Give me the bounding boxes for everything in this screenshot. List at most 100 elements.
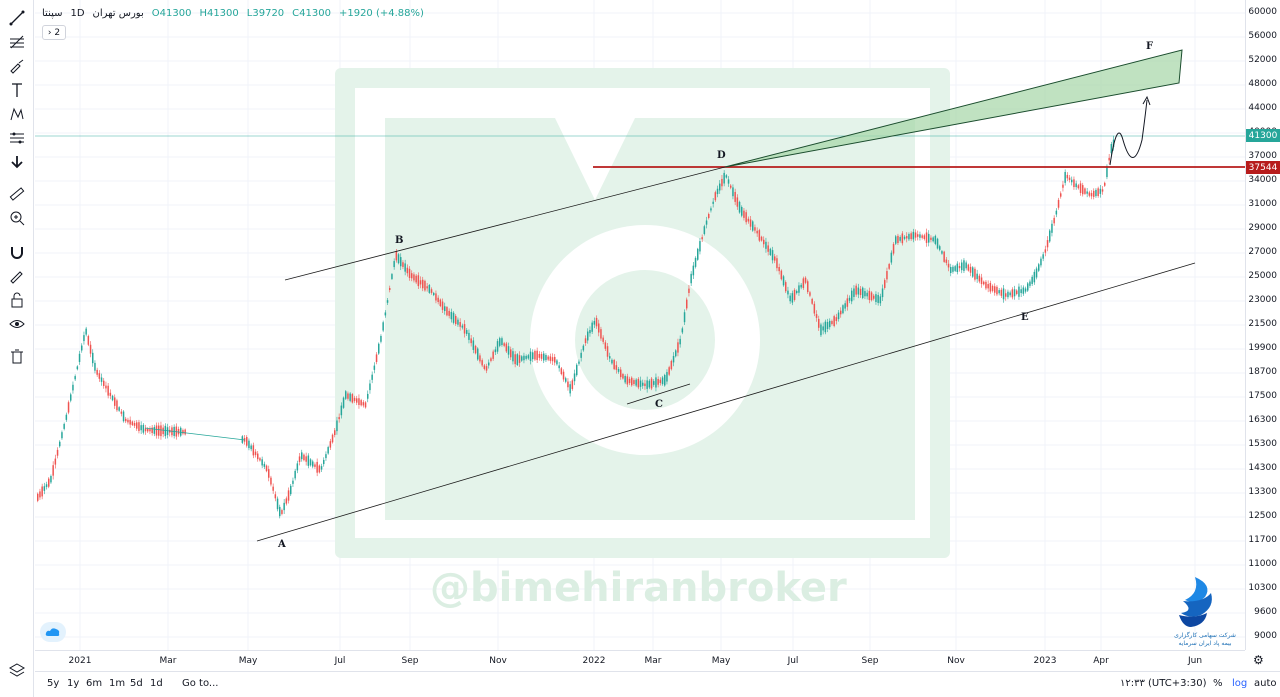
log-toggle[interactable]: log	[1232, 678, 1248, 689]
price-tick-label: 11700	[1248, 535, 1277, 545]
c-trend-line[interactable]	[626, 383, 691, 405]
candle	[824, 321, 827, 333]
candle	[633, 380, 635, 385]
candle	[468, 332, 470, 340]
candle	[184, 429, 186, 435]
arrow-down-icon[interactable]	[5, 152, 29, 172]
layers-icon[interactable]	[5, 660, 29, 680]
chart-pane[interactable]: A B C D E F @bimehiranbroker	[35, 0, 1245, 650]
range-1m-button[interactable]: 1m	[109, 678, 126, 689]
candle	[1104, 182, 1106, 186]
price-tick-label: 31000	[1248, 199, 1277, 209]
gear-icon[interactable]: ⚙	[1253, 653, 1264, 667]
interval-label[interactable]: 1D	[70, 8, 85, 19]
candle	[439, 299, 442, 307]
broker-logo-watermark	[335, 68, 950, 558]
candle	[560, 368, 563, 375]
candle	[705, 220, 708, 225]
range-6m-button[interactable]: 6m	[86, 678, 103, 689]
candle	[890, 252, 893, 263]
candle	[549, 356, 552, 361]
candle	[479, 355, 481, 362]
candle	[393, 261, 395, 268]
candle	[345, 391, 347, 399]
text-icon[interactable]	[5, 80, 29, 100]
candle	[1090, 193, 1093, 197]
clock-label[interactable]: ۱۲:۳۳ (UTC+3:30)	[1120, 678, 1207, 689]
candle	[122, 411, 125, 422]
projection-path[interactable]	[1109, 99, 1148, 166]
candle	[980, 277, 983, 285]
candle	[571, 380, 574, 389]
candle	[573, 373, 576, 382]
candle	[809, 292, 811, 296]
candle	[87, 336, 90, 345]
candle	[930, 237, 932, 240]
candle	[798, 285, 800, 293]
candle	[892, 244, 895, 254]
candle	[180, 427, 182, 436]
candle	[525, 355, 527, 359]
percent-toggle[interactable]: %	[1213, 678, 1223, 689]
candle	[1051, 223, 1053, 233]
wave-label-f: F	[1146, 41, 1153, 52]
candle	[624, 375, 626, 383]
candle	[934, 235, 937, 244]
candle	[48, 478, 50, 487]
symbol-name[interactable]: سپنتا	[42, 8, 63, 19]
candle	[129, 419, 131, 425]
candle	[677, 342, 679, 353]
indicator-toggle-button[interactable]: › 2	[42, 25, 66, 40]
candle	[901, 233, 904, 244]
fib-icon[interactable]	[5, 32, 29, 52]
candle	[950, 266, 952, 274]
range-5d-button[interactable]: 5d	[130, 678, 143, 689]
price-chart[interactable]: A B C D E F	[35, 0, 1245, 650]
candle	[917, 234, 919, 237]
range-5y-button[interactable]: 5y	[47, 678, 60, 689]
candle	[254, 451, 257, 456]
candle	[61, 432, 63, 439]
candle	[364, 402, 367, 408]
upper-channel-line[interactable]	[284, 166, 726, 281]
target-zone[interactable]	[724, 49, 1183, 168]
candle	[52, 465, 54, 476]
candle	[446, 307, 448, 316]
time-tick-label: Sep	[401, 656, 419, 666]
candle	[609, 356, 611, 359]
price-tick-label: 25000	[1248, 271, 1277, 281]
candle	[763, 239, 765, 245]
price-tick-label: 60000	[1248, 7, 1277, 17]
cloud-logo-icon[interactable]	[40, 622, 66, 642]
zoom-in-icon[interactable]	[5, 208, 29, 228]
auto-toggle[interactable]: auto	[1254, 678, 1277, 689]
price-scale[interactable]: 6000056000520004800044000400003700034000…	[1245, 0, 1280, 650]
lower-channel-line[interactable]	[256, 262, 1196, 542]
lock-icon[interactable]	[5, 290, 29, 310]
candle	[939, 246, 941, 250]
ruler-icon[interactable]	[5, 184, 29, 204]
eye-icon[interactable]	[5, 314, 29, 334]
candle	[569, 384, 571, 394]
lock-draw-icon[interactable]	[5, 266, 29, 286]
measure-icon[interactable]	[5, 128, 29, 148]
candle	[1035, 268, 1038, 278]
candle	[714, 192, 717, 201]
candle	[1099, 188, 1102, 194]
magnet-icon[interactable]	[5, 242, 29, 262]
pattern-icon[interactable]	[5, 104, 29, 124]
trend-line-icon[interactable]	[5, 8, 29, 28]
goto-button[interactable]: Go to...	[182, 678, 219, 689]
time-scale[interactable]: 2021 Mar May Jul Sep Nov 2022 Mar May Jul Sep Nov 20…	[35, 650, 1245, 670]
candle	[336, 420, 338, 432]
trash-icon[interactable]	[5, 346, 29, 366]
range-1d-button[interactable]: 1d	[150, 678, 163, 689]
candle	[1038, 264, 1040, 271]
time-tick-label: May	[711, 656, 731, 666]
candle	[820, 324, 822, 336]
candle	[941, 251, 943, 254]
range-1y-button[interactable]: 1y	[67, 678, 80, 689]
price-tick-label: 19900	[1248, 343, 1277, 353]
last-price-badge: 41300	[1246, 129, 1280, 142]
brush-icon[interactable]	[5, 56, 29, 76]
